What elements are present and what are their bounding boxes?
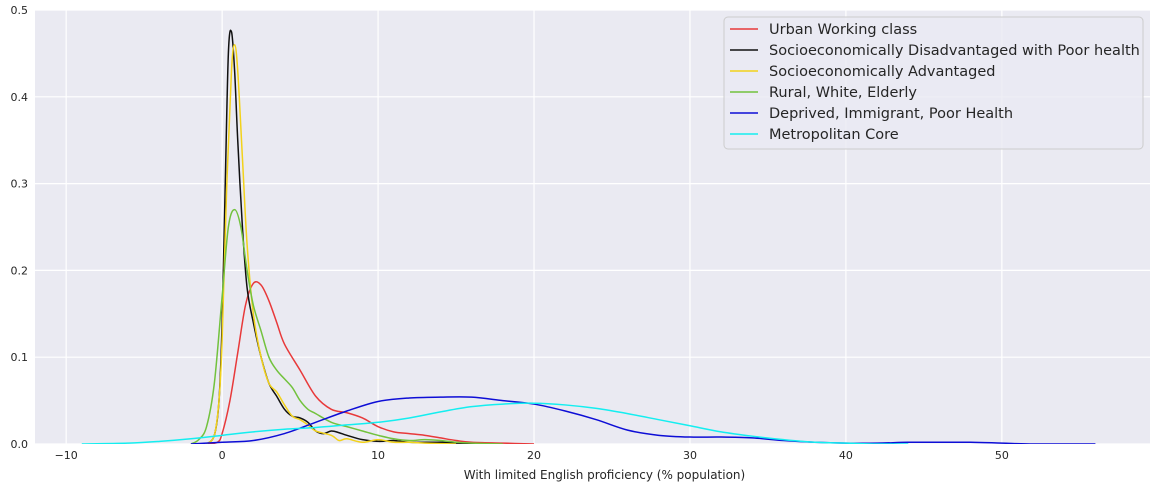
x-tick-label: 50: [995, 449, 1009, 462]
legend-label-metropolitan-core: Metropolitan Core: [769, 127, 899, 143]
legend-label-rural-white-elderly: Rural, White, Elderly: [769, 85, 917, 101]
series-line-socioeconomically-disadvantaged-with-poor-health: [205, 29, 488, 444]
y-tick-label: 0.2: [11, 264, 29, 277]
legend-label-deprived-immigrant-poor-health: Deprived, Immigrant, Poor Health: [769, 106, 1013, 122]
x-tick-label: 30: [683, 449, 697, 462]
y-tick-label: 0.4: [11, 91, 29, 104]
legend-box: [723, 16, 1144, 150]
legend: Urban Working class Socioeconomically Dis…: [723, 16, 1144, 150]
x-axis-label: With limited English proficiency (% popu…: [464, 468, 745, 482]
series-line-deprived-immigrant-poor-health: [190, 396, 1096, 444]
series-line-rural-white-elderly: [190, 208, 503, 444]
y-tick-label: 0.3: [11, 178, 29, 191]
legend-label-socioeconomically-disadvantaged-with-poor-health: Socioeconomically Disadvantaged with Poo…: [769, 43, 1140, 59]
series-line-urban-working-class: [206, 280, 535, 444]
x-tick-label: 20: [527, 449, 541, 462]
x-tick-label: −10: [55, 449, 78, 462]
series-line-metropolitan-core: [81, 402, 909, 444]
x-tick-label: 40: [839, 449, 853, 462]
y-tick-label: 0.0: [11, 438, 29, 451]
x-tick-label: 10: [371, 449, 385, 462]
series-line-socioeconomically-advantaged: [205, 43, 457, 444]
y-tick-label: 0.1: [11, 351, 29, 364]
y-tick-label: 0.5: [11, 4, 29, 17]
legend-label-urban-working-class: Urban Working class: [769, 22, 917, 38]
x-tick-label: 0: [219, 449, 226, 462]
series-group: [81, 29, 1096, 444]
legend-label-socioeconomically-advantaged: Socioeconomically Advantaged: [769, 64, 995, 80]
